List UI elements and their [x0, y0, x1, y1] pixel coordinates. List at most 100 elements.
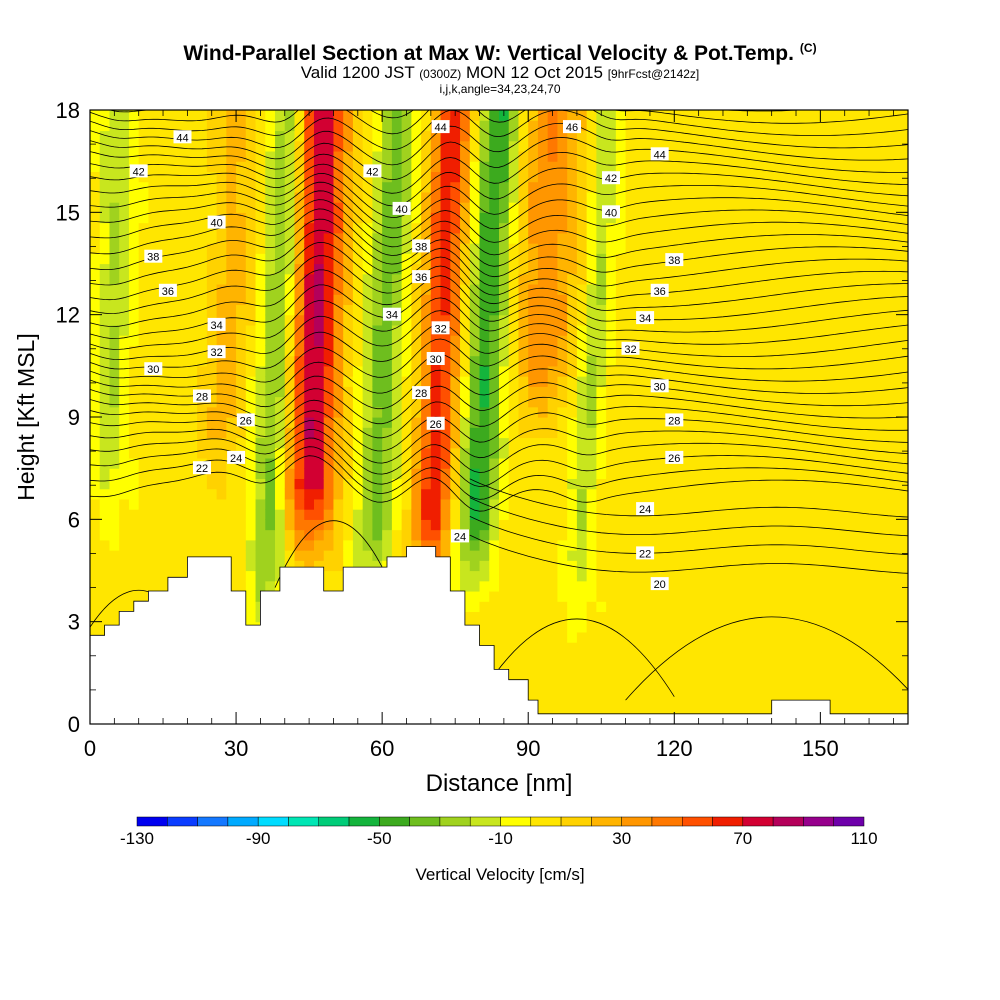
velocity-cell [528, 580, 539, 592]
velocity-cell [177, 468, 188, 479]
velocity-cell [206, 161, 218, 172]
velocity-cell [576, 631, 588, 643]
velocity-cell [576, 580, 588, 592]
velocity-cell [664, 580, 675, 592]
velocity-cell [187, 140, 198, 152]
velocity-cell [596, 693, 607, 705]
velocity-cell [323, 580, 335, 592]
velocity-cell [323, 283, 335, 295]
velocity-cell [859, 601, 870, 613]
velocity-cell [421, 202, 432, 213]
velocity-cell [372, 488, 383, 500]
velocity-cell [187, 263, 198, 275]
velocity-cell [557, 294, 568, 306]
velocity-cell [722, 130, 734, 142]
velocity-cell [713, 222, 724, 234]
velocity-cell [450, 243, 461, 254]
velocity-cell [664, 468, 675, 479]
velocity-cell [450, 376, 461, 387]
velocity-cell [255, 478, 266, 490]
velocity-cell [713, 447, 724, 459]
velocity-cell [713, 345, 724, 357]
velocity-cell [635, 427, 646, 439]
velocity-cell [284, 478, 296, 490]
velocity-cell [869, 324, 880, 336]
velocity-cell [830, 243, 841, 254]
velocity-cell [684, 171, 695, 183]
velocity-cell [216, 519, 227, 531]
velocity-cell [888, 570, 899, 582]
velocity-cell [284, 457, 296, 469]
velocity-cell [674, 335, 685, 346]
velocity-cell [265, 519, 276, 531]
velocity-cell [265, 161, 276, 172]
velocity-cell [313, 181, 325, 193]
velocity-cell [810, 662, 821, 674]
velocity-cell [148, 529, 159, 541]
velocity-cell [391, 529, 403, 541]
velocity-cell [654, 662, 666, 674]
velocity-cell [537, 570, 549, 582]
velocity-cell [878, 386, 890, 398]
velocity-cell [742, 324, 753, 336]
velocity-cell [820, 601, 831, 613]
velocity-cell [791, 273, 802, 285]
velocity-cell [645, 693, 656, 705]
velocity-cell [148, 222, 159, 234]
velocity-cell [226, 150, 237, 162]
velocity-cell [450, 447, 461, 459]
velocity-cell [177, 161, 188, 172]
velocity-cell [275, 283, 286, 295]
velocity-cell [781, 130, 792, 142]
velocity-cell [761, 631, 773, 643]
velocity-cell [128, 130, 140, 142]
velocity-cell [265, 509, 276, 520]
velocity-cell [567, 601, 578, 613]
velocity-cell [625, 437, 636, 449]
velocity-cell [830, 529, 841, 541]
velocity-cell [684, 345, 695, 357]
velocity-cell [859, 539, 870, 551]
velocity-cell [362, 181, 374, 193]
velocity-cell [528, 222, 539, 234]
velocity-cell [625, 294, 636, 306]
velocity-cell [362, 427, 374, 439]
velocity-cell [518, 376, 529, 387]
velocity-cell [158, 457, 169, 469]
velocity-cell [839, 498, 851, 510]
velocity-cell [645, 570, 656, 582]
velocity-cell [761, 120, 773, 132]
velocity-cell [849, 642, 860, 653]
velocity-cell [820, 365, 831, 377]
velocity-cell [411, 498, 422, 510]
velocity-cell [713, 355, 724, 367]
velocity-cell [489, 550, 500, 561]
velocity-cell [674, 539, 685, 551]
velocity-cell [197, 202, 208, 213]
velocity-cell [684, 365, 695, 377]
velocity-cell [586, 683, 597, 694]
velocity-cell [469, 324, 481, 336]
velocity-cell [401, 191, 412, 203]
velocity-cell [761, 652, 773, 664]
velocity-cell [888, 202, 899, 213]
velocity-cell [479, 427, 490, 439]
velocity-cell [197, 324, 208, 336]
velocity-cell [128, 212, 140, 224]
velocity-cell [323, 488, 335, 500]
velocity-cell [352, 232, 364, 244]
velocity-cell [703, 171, 714, 183]
velocity-cell [167, 550, 179, 561]
velocity-cell [90, 396, 101, 408]
velocity-cell [752, 161, 763, 172]
velocity-cell [391, 488, 403, 500]
velocity-cell [742, 161, 753, 172]
velocity-cell [742, 243, 753, 254]
velocity-cell [226, 406, 237, 418]
velocity-cell [771, 222, 783, 234]
velocity-cell [518, 314, 529, 326]
velocity-cell [820, 232, 831, 244]
velocity-cell [479, 457, 490, 469]
velocity-cell [518, 324, 529, 336]
velocity-cell [674, 396, 685, 408]
